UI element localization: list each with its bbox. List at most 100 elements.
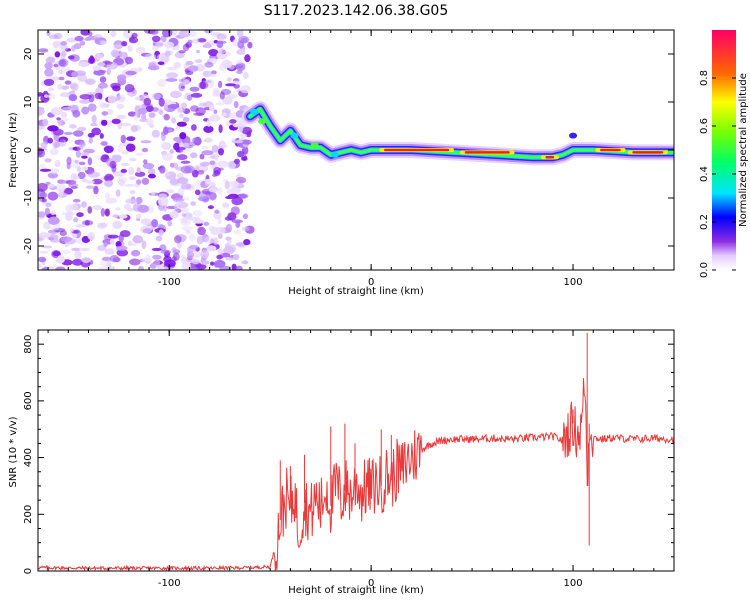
noise-blob — [178, 187, 185, 196]
noise-blob — [210, 261, 215, 266]
noise-blob — [124, 84, 135, 93]
noise-blob — [190, 201, 197, 206]
noise-blob — [209, 104, 215, 112]
noise-blob — [146, 118, 154, 126]
colorbar-ticks: 0.0 0.2 0.4 0.6 0.8 — [699, 70, 736, 278]
noise-blob — [218, 148, 224, 156]
noise-blob — [180, 160, 191, 164]
noise-blob — [177, 146, 186, 151]
noise-blob — [103, 242, 108, 248]
noise-blob — [43, 94, 49, 98]
noise-blob — [242, 71, 249, 80]
ridge-layer — [248, 107, 674, 159]
noise-blob — [128, 166, 135, 176]
noise-blob — [80, 30, 91, 36]
noise-blob — [73, 217, 79, 223]
colorbar-tick-label: 0.2 — [699, 214, 710, 230]
noise-blob — [72, 198, 81, 203]
noise-blob — [112, 85, 121, 92]
noise-blob — [178, 50, 186, 54]
noise-blob — [81, 201, 87, 208]
noise-blob — [183, 63, 189, 70]
noise-blob — [78, 161, 86, 166]
noise-blob — [141, 240, 147, 250]
noise-blob — [129, 190, 136, 195]
snr-panel: -100 0 100 0 200 400 600 800 Height of straight… — [8, 329, 675, 596]
noise-blob — [180, 102, 187, 109]
noise-blob — [132, 235, 144, 244]
noise-blob — [109, 255, 120, 263]
colorbar-label: Normalized spectral amplitude — [738, 73, 749, 227]
noise-blob — [192, 209, 203, 217]
noise-blob — [69, 227, 74, 233]
x-tick-label: 100 — [564, 578, 583, 589]
colorbar: 0.0 0.2 0.4 0.6 0.8 Normalized spectral ampl… — [699, 30, 749, 278]
noise-blob — [96, 40, 101, 45]
noise-blob — [38, 211, 46, 218]
noise-blob — [167, 104, 180, 109]
noise-blob — [135, 46, 146, 54]
noise-blob — [242, 213, 249, 220]
noise-blob — [187, 251, 194, 259]
noise-blob — [81, 106, 90, 115]
y-tick-label: 0 — [23, 147, 34, 153]
noise-blob — [147, 168, 156, 175]
noise-blob — [68, 183, 79, 188]
noise-blob — [125, 198, 138, 205]
noise-blob — [96, 53, 104, 60]
noise-blob — [109, 238, 115, 245]
noise-blob — [232, 180, 240, 188]
noise-blob — [60, 249, 71, 255]
noise-blob — [39, 168, 52, 172]
noise-blob — [38, 182, 48, 192]
noise-blob — [208, 49, 219, 57]
noise-blob — [194, 59, 203, 63]
ridge-patch — [330, 151, 339, 158]
noise-blob — [170, 90, 182, 99]
noise-blob — [76, 166, 82, 172]
noise-blob — [67, 104, 79, 111]
noise-blob — [222, 202, 230, 208]
noise-blob — [194, 189, 201, 196]
noise-blob — [52, 41, 63, 47]
noise-blob — [119, 230, 131, 238]
y-tick-label: 400 — [23, 448, 34, 467]
noise-blob — [77, 171, 86, 180]
noise-blob — [87, 56, 96, 65]
noise-blob — [217, 160, 230, 168]
noise-blob — [120, 134, 127, 144]
noise-blob — [239, 85, 251, 94]
noise-blob — [87, 157, 93, 166]
noise-blob — [64, 80, 72, 85]
noise-blob — [160, 249, 172, 255]
noise-blob — [166, 72, 179, 79]
snr-ylabel: SNR (10 * v/v) — [8, 416, 19, 487]
noise-blob — [169, 162, 179, 169]
noise-blob — [225, 236, 232, 241]
noise-blob — [93, 185, 99, 195]
noise-blob — [183, 142, 190, 148]
noise-blob — [236, 30, 244, 38]
noise-blob — [44, 207, 50, 216]
noise-blob — [50, 210, 56, 216]
ridge-patch — [290, 132, 299, 139]
noise-blob — [177, 177, 189, 185]
noise-blob — [115, 189, 121, 197]
noise-blob — [116, 114, 127, 119]
noise-blob — [191, 38, 200, 44]
noise-blob — [241, 226, 250, 231]
noise-blob — [234, 64, 243, 69]
noise-blob — [87, 206, 93, 214]
noise-blob — [112, 44, 124, 49]
noise-blob — [42, 118, 49, 127]
noise-blob — [137, 107, 148, 115]
noise-blob — [199, 153, 205, 160]
noise-blob — [42, 245, 53, 249]
noise-blob — [163, 259, 176, 268]
noise-blob — [73, 43, 82, 50]
noise-blob — [218, 187, 223, 195]
noise-blob — [218, 48, 226, 55]
noise-blob — [140, 218, 151, 225]
